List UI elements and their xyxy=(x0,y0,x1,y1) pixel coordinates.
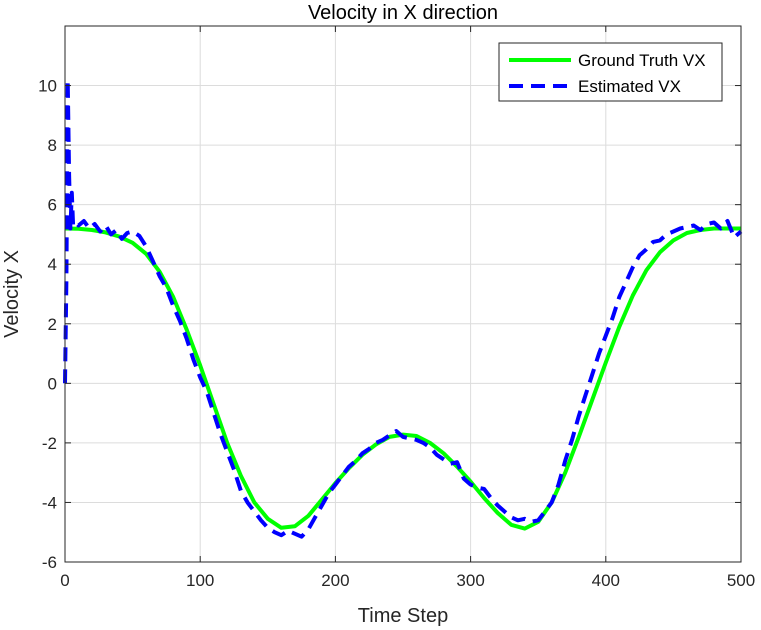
legend-label-estimated: Estimated VX xyxy=(578,77,681,96)
y-tick-label: 0 xyxy=(48,374,57,393)
x-tick-label: 100 xyxy=(186,571,214,590)
y-tick-label: -4 xyxy=(42,493,57,512)
legend-box xyxy=(498,42,723,102)
y-tick-label: 2 xyxy=(48,315,57,334)
x-tick-label: 500 xyxy=(727,571,755,590)
x-tick-label: 400 xyxy=(592,571,620,590)
x-tick-label: 200 xyxy=(321,571,349,590)
y-tick-label: -2 xyxy=(42,434,57,453)
y-tick-label: 4 xyxy=(48,255,57,274)
chart-title: Velocity in X direction xyxy=(308,2,498,24)
series-line-estimated xyxy=(63,77,743,539)
x-tick-label: 300 xyxy=(456,571,484,590)
plot-frame xyxy=(64,25,742,563)
grid xyxy=(64,26,742,563)
legend-label-ground-truth: Ground Truth VX xyxy=(578,51,706,70)
y-axis-title: Velocity X xyxy=(1,250,23,338)
x-tick-label: 0 xyxy=(60,571,69,590)
ticks: 0 100 200 300 400 500 -6 -4 -2 0 2 4 6 8 10 xyxy=(38,26,755,590)
y-tick-label: 8 xyxy=(48,136,57,155)
y-tick-label: 6 xyxy=(48,196,57,215)
x-axis-title: Time Step xyxy=(358,605,448,627)
y-tick-label: 10 xyxy=(38,77,57,96)
plot-area xyxy=(65,26,741,562)
y-tick-label: -6 xyxy=(42,553,57,572)
legend: Ground Truth VX Estimated VX xyxy=(498,42,723,102)
series-layer xyxy=(63,77,743,539)
